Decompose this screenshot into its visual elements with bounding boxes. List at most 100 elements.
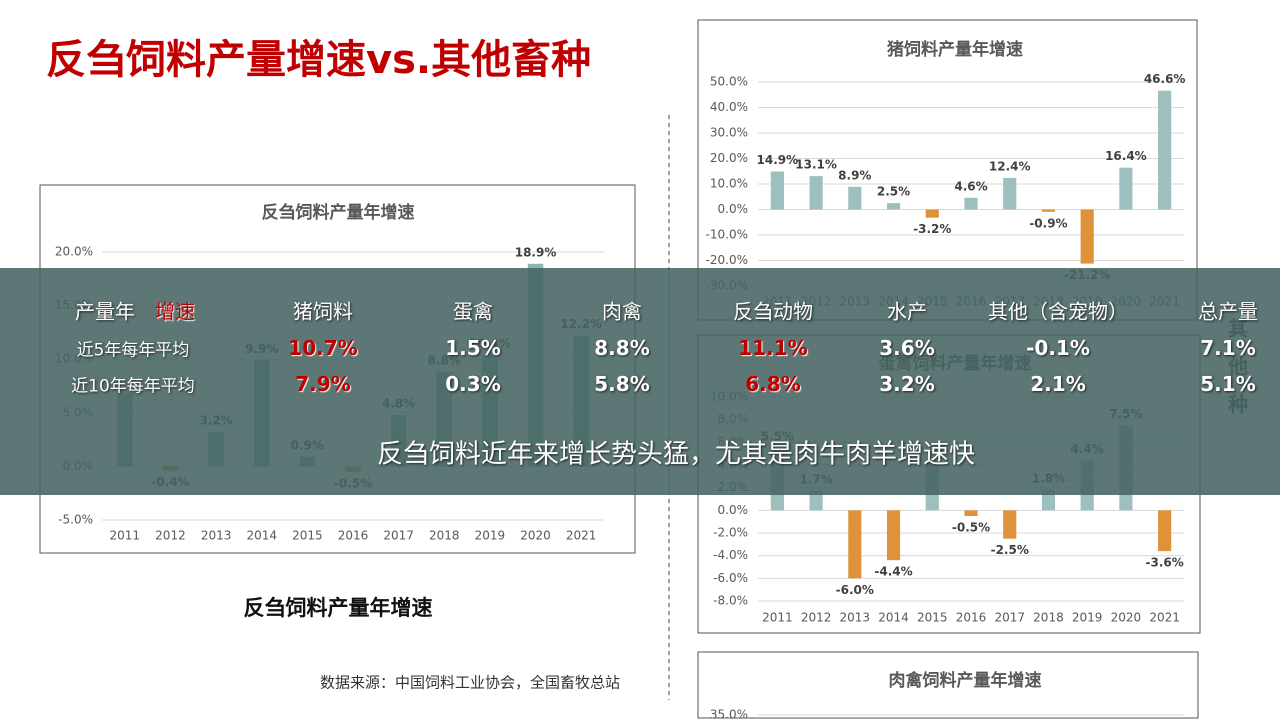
- chart-frame: [697, 651, 1199, 719]
- table-cell: 3.2%: [879, 372, 935, 396]
- value-label: -3.2%: [913, 222, 951, 236]
- x-tick-label: 2018: [429, 529, 460, 543]
- header-cell: 肉禽: [602, 299, 642, 324]
- y-tick-label: 0.0%: [718, 503, 749, 517]
- header-cell: 其他（含宠物）: [988, 299, 1128, 324]
- x-tick-label: 2012: [155, 529, 186, 543]
- header-cell: 猪饲料: [293, 299, 353, 324]
- x-tick-label: 2020: [520, 529, 551, 543]
- table-cell: 3.6%: [879, 336, 935, 360]
- y-tick-label: 20.0%: [55, 245, 93, 259]
- y-tick-label: 30.0%: [710, 126, 748, 140]
- x-tick-label: 2013: [840, 611, 871, 625]
- y-tick-label: -5.0%: [58, 513, 93, 527]
- x-tick-label: 2017: [383, 529, 414, 543]
- table-cell: 11.1%: [738, 336, 808, 360]
- bar: [886, 203, 901, 210]
- y-tick-label: 35.0%: [710, 708, 748, 720]
- bar: [770, 171, 784, 210]
- bar: [809, 491, 823, 511]
- x-tick-label: 2017: [994, 611, 1025, 625]
- value-label: 46.6%: [1144, 72, 1186, 86]
- y-tick-label: 10.0%: [710, 177, 748, 191]
- value-label: 14.9%: [757, 153, 799, 167]
- header-highlight: 增速: [155, 299, 195, 324]
- x-tick-label: 2012: [801, 611, 832, 625]
- value-label: 12.4%: [989, 159, 1031, 173]
- value-label: -2.5%: [991, 543, 1029, 557]
- chart-title: 猪饲料产量年增速: [887, 39, 1023, 60]
- y-tick-label: 20.0%: [710, 151, 748, 165]
- caption: 反刍饲料产量年增速: [244, 596, 433, 620]
- table-cell: 7.9%: [295, 372, 351, 396]
- bar: [925, 209, 939, 218]
- summary-overlay: 产量年 增速 近5年每年平均 近10年每年平均 反刍饲料近年来增长势头猛，尤其是…: [0, 268, 1280, 495]
- bar: [848, 186, 862, 210]
- y-tick-label: 40.0%: [710, 100, 748, 114]
- value-label: 4.6%: [954, 179, 987, 193]
- y-tick-label: -20.0%: [706, 253, 748, 267]
- table-cell: 1.5%: [445, 336, 501, 360]
- value-label: -4.4%: [874, 565, 912, 579]
- summary: 反刍饲料近年来增长势头猛，尤其是肉牛肉羊增速快: [376, 439, 976, 470]
- table-cell: 7.1%: [1200, 336, 1256, 360]
- source: 数据来源：中国饲料工业协会，全国畜牧总站: [320, 674, 620, 692]
- value-label: -0.5%: [952, 521, 990, 535]
- x-tick-label: 2011: [762, 611, 793, 625]
- y-tick-label: -8.0%: [713, 594, 748, 608]
- bar: [1080, 209, 1094, 264]
- header-cell: 水产: [887, 299, 927, 324]
- x-tick-label: 2020: [1111, 611, 1142, 625]
- bar: [964, 510, 978, 516]
- bar: [1003, 510, 1017, 539]
- row-label: 近5年每年平均: [76, 340, 190, 361]
- bar: [1158, 510, 1172, 552]
- table-cell: 8.8%: [594, 336, 650, 360]
- row-label: 近10年每年平均: [71, 376, 195, 397]
- y-tick-label: 50.0%: [710, 75, 748, 89]
- chart-title: 肉禽饲料产量年增速: [889, 670, 1042, 691]
- y-tick-label: -4.0%: [713, 548, 748, 562]
- chart-title: 反刍饲料产量年增速: [262, 202, 415, 223]
- value-label: 13.1%: [795, 158, 837, 172]
- bar: [809, 176, 823, 210]
- x-tick-label: 2018: [1033, 611, 1064, 625]
- table-cell: -0.1%: [1026, 336, 1090, 360]
- x-tick-label: 2013: [201, 529, 232, 543]
- value-label: 16.4%: [1105, 149, 1147, 163]
- table-cell: 2.1%: [1030, 372, 1086, 396]
- bar: [964, 197, 978, 210]
- x-tick-label: 2019: [1072, 611, 1103, 625]
- table-cell: 0.3%: [445, 372, 501, 396]
- x-tick-label: 2015: [917, 611, 948, 625]
- x-tick-label: 2014: [246, 529, 277, 543]
- value-label: -0.9%: [1029, 216, 1067, 230]
- x-tick-label: 2011: [110, 529, 141, 543]
- value-label: 2.5%: [877, 185, 910, 199]
- y-tick-label: -6.0%: [713, 571, 748, 585]
- x-tick-label: 2019: [475, 529, 506, 543]
- table-cell: 5.1%: [1200, 372, 1256, 396]
- x-tick-label: 2016: [338, 529, 369, 543]
- value-label: -6.0%: [836, 583, 874, 597]
- table-cell: 6.8%: [745, 372, 801, 396]
- header-cell: 产量年: [75, 299, 135, 324]
- bar: [1158, 90, 1172, 210]
- header-cell: 蛋禽: [453, 299, 493, 324]
- bar: [848, 510, 862, 579]
- bar: [886, 510, 901, 561]
- bar: [1041, 489, 1056, 511]
- x-tick-label: 2021: [1149, 611, 1180, 625]
- x-tick-label: 2014: [878, 611, 909, 625]
- slide-title: 反刍饲料产量增速vs.其他畜种: [46, 37, 591, 83]
- bar: [1003, 177, 1017, 210]
- header-cell: 总产量: [1198, 299, 1258, 324]
- table-cell: 10.7%: [288, 336, 358, 360]
- x-tick-label: 2016: [956, 611, 987, 625]
- header-cell: 反刍动物: [733, 299, 813, 324]
- y-tick-label: -10.0%: [706, 228, 748, 242]
- x-tick-label: 2015: [292, 529, 323, 543]
- y-tick-label: -2.0%: [713, 526, 748, 540]
- value-label: -3.6%: [1146, 556, 1184, 570]
